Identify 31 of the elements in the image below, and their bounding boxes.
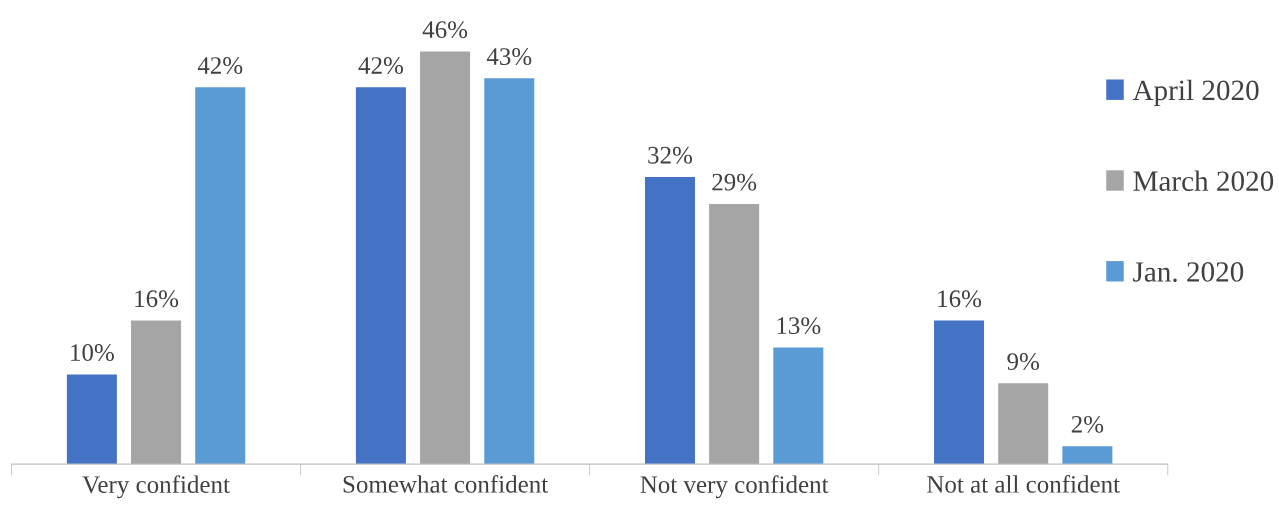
- bar: [420, 51, 471, 465]
- data-label: 2%: [1071, 415, 1104, 433]
- bar: [934, 320, 985, 465]
- bar: [709, 203, 760, 465]
- x-tick-label: Somewhat confident: [343, 474, 549, 493]
- data-label: 42%: [197, 57, 243, 75]
- x-tick-label: Very confident: [82, 475, 230, 499]
- bar: [773, 347, 824, 465]
- bar: [1062, 446, 1113, 465]
- data-label: 10%: [71, 344, 114, 362]
- data-label: 16%: [135, 290, 179, 308]
- legend-label: Jan. 2020: [1133, 262, 1244, 282]
- data-label: 43%: [486, 48, 532, 66]
- bar: [131, 320, 182, 465]
- data-label: 32%: [648, 146, 693, 164]
- bar: [195, 87, 246, 465]
- data-label: 42%: [358, 57, 403, 75]
- bar: [484, 78, 535, 465]
- data-label: 46%: [422, 21, 468, 39]
- data-label: 9%: [1007, 353, 1040, 371]
- bar: [355, 87, 406, 465]
- data-label: 13%: [777, 317, 821, 335]
- bar: [998, 383, 1049, 465]
- legend-label: April 2020: [1132, 79, 1259, 107]
- legend-label: March 2020: [1133, 170, 1274, 191]
- data-label: 29%: [712, 173, 757, 191]
- bar: [66, 374, 117, 465]
- x-tick-label: Not at all confident: [927, 474, 1120, 493]
- x-tick-label: Not very confident: [640, 475, 829, 499]
- data-label: 16%: [938, 290, 982, 308]
- bar: [644, 177, 695, 465]
